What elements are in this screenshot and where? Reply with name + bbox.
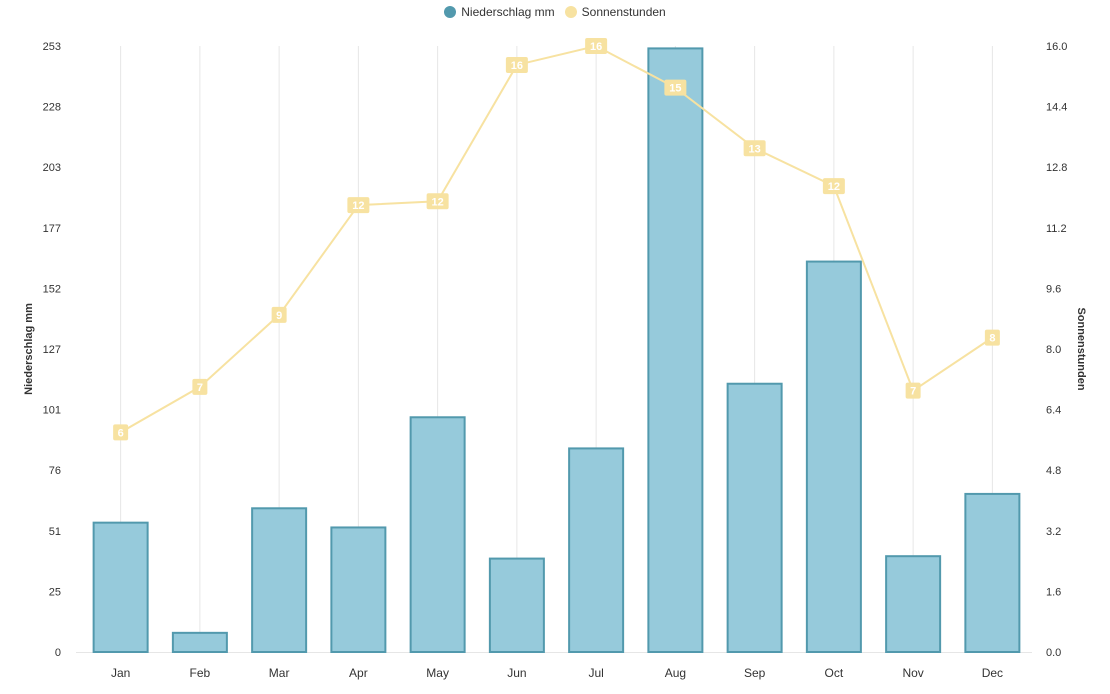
x-tick-label: Feb bbox=[190, 666, 211, 680]
line-sonnenstunden bbox=[120, 44, 993, 434]
y-right-tick-label: 1.6 bbox=[1046, 586, 1061, 598]
y-left-tick-label: 0 bbox=[55, 647, 61, 659]
point-label-box bbox=[822, 178, 845, 195]
bar-jul bbox=[568, 447, 625, 653]
x-tick-label: Apr bbox=[349, 666, 368, 680]
point-label-box bbox=[271, 306, 287, 323]
point-label: 12 bbox=[828, 181, 840, 193]
legend-swatch-sonnenstunden bbox=[564, 6, 577, 18]
y-left-axis-title: Niederschlag mm bbox=[23, 303, 35, 395]
y-right-tick-label: 11.2 bbox=[1046, 223, 1067, 235]
bar-mar bbox=[251, 507, 308, 653]
point-label: 13 bbox=[749, 143, 761, 155]
y-left-tick-label: 127 bbox=[43, 344, 61, 356]
x-tick-label: Jun bbox=[507, 666, 526, 680]
x-tick-label: Jan bbox=[111, 666, 130, 680]
y-right-tick-label: 4.8 bbox=[1046, 465, 1061, 477]
point-label: 8 bbox=[989, 333, 995, 345]
point-label-box bbox=[905, 382, 921, 399]
y-left-tick-label: 51 bbox=[49, 526, 61, 538]
x-tick-label: Nov bbox=[902, 666, 923, 680]
y-right-tick-label: 6.4 bbox=[1046, 405, 1061, 417]
point-label-box bbox=[585, 38, 608, 54]
y-right-axis-title: Sonnenstunden bbox=[1075, 307, 1087, 390]
point-label-box bbox=[347, 197, 370, 214]
point-label-box bbox=[505, 56, 528, 73]
bar-aug bbox=[647, 47, 704, 653]
y-left-tick-label: 76 bbox=[49, 465, 61, 477]
y-left-tick-label: 228 bbox=[43, 102, 61, 114]
point-label-box bbox=[743, 140, 766, 157]
point-label: 16 bbox=[511, 60, 523, 72]
bar-nov bbox=[885, 555, 942, 653]
y-left-tick-label: 177 bbox=[43, 223, 61, 235]
y-right-tick-label: 12.8 bbox=[1046, 162, 1067, 174]
y-left-tick-label: 101 bbox=[43, 405, 61, 417]
y-left-tick-label: 203 bbox=[43, 162, 61, 174]
legend-item-sonnenstunden[interactable]: Sonnenstunden bbox=[564, 5, 666, 19]
bar-jan bbox=[92, 521, 149, 653]
bar-feb bbox=[171, 631, 228, 654]
point-label: 15 bbox=[669, 83, 681, 95]
y-left-tick-label: 25 bbox=[49, 586, 61, 598]
y-right-tick-label: 8.0 bbox=[1046, 344, 1061, 356]
legend-item-niederschlag[interactable]: Niederschlag mm bbox=[444, 5, 555, 19]
bar-sep bbox=[726, 382, 783, 653]
bar-oct bbox=[805, 260, 862, 653]
bar-jun bbox=[488, 557, 545, 653]
y-left-tick-label: 253 bbox=[43, 41, 61, 53]
point-label-box bbox=[192, 378, 208, 395]
y-right-tick-label: 0.0 bbox=[1046, 647, 1061, 659]
x-tick-label: Dec bbox=[982, 666, 1003, 680]
point-label: 12 bbox=[352, 200, 364, 212]
y-left-tick-label: 152 bbox=[43, 283, 61, 295]
y-right-tick-label: 14.4 bbox=[1046, 102, 1067, 114]
point-label-box bbox=[664, 79, 687, 96]
point-label-box bbox=[984, 329, 1000, 346]
bar-dec bbox=[964, 492, 1021, 654]
point-label: 7 bbox=[910, 386, 916, 398]
point-label-box bbox=[426, 193, 449, 210]
bar-apr bbox=[330, 526, 387, 654]
point-label: 12 bbox=[432, 196, 444, 208]
point-label: 9 bbox=[276, 310, 282, 322]
legend-swatch-niederschlag bbox=[444, 6, 457, 18]
point-label: 7 bbox=[197, 382, 203, 394]
legend-label-sonnenstunden: Sonnenstunden bbox=[581, 5, 666, 19]
x-tick-label: Mar bbox=[269, 666, 290, 680]
x-tick-label: Jul bbox=[588, 666, 603, 680]
legend: Niederschlag mm Sonnenstunden bbox=[0, 5, 1110, 19]
point-label: 16 bbox=[590, 41, 602, 53]
x-tick-label: May bbox=[426, 666, 449, 680]
x-tick-label: Oct bbox=[825, 666, 844, 680]
legend-label-niederschlag: Niederschlag mm bbox=[461, 5, 555, 19]
x-tick-label: Aug bbox=[665, 666, 686, 680]
point-label: 6 bbox=[118, 427, 124, 439]
point-label-box bbox=[113, 424, 129, 441]
y-right-tick-label: 9.6 bbox=[1046, 283, 1061, 295]
x-tick-label: Sep bbox=[744, 666, 766, 680]
bar-may bbox=[409, 416, 466, 654]
y-right-tick-label: 3.2 bbox=[1046, 526, 1061, 538]
y-right-tick-label: 16.0 bbox=[1046, 41, 1067, 53]
